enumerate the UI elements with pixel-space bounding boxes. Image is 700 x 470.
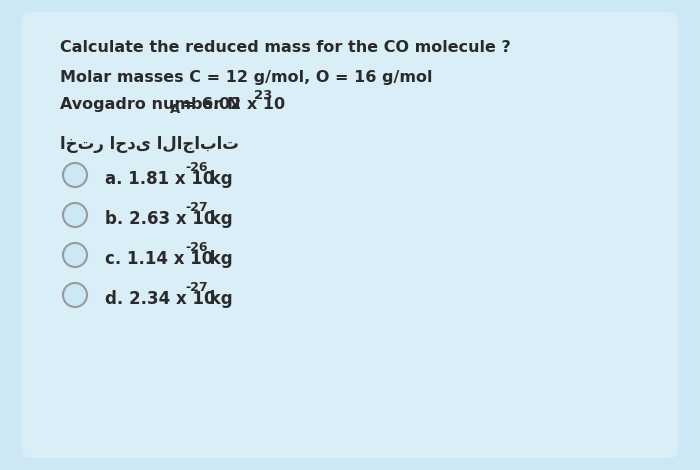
Text: A: A — [169, 103, 180, 116]
Circle shape — [63, 283, 87, 307]
Text: b. 2.63 x 10: b. 2.63 x 10 — [105, 210, 216, 228]
Text: -27: -27 — [186, 201, 208, 214]
Text: 23: 23 — [254, 89, 272, 102]
Text: -26: -26 — [186, 241, 208, 254]
Text: d. 2.34 x 10: d. 2.34 x 10 — [105, 290, 216, 308]
Circle shape — [63, 203, 87, 227]
Text: kg: kg — [204, 290, 232, 308]
Text: اختر احدى الاجابات: اختر احدى الاجابات — [60, 135, 239, 153]
Text: Calculate the reduced mass for the CO molecule ?: Calculate the reduced mass for the CO mo… — [60, 40, 511, 55]
Text: kg: kg — [204, 250, 232, 268]
Text: c. 1.14 x 10: c. 1.14 x 10 — [105, 250, 214, 268]
Text: Molar masses C = 12 g/mol, O = 16 g/mol: Molar masses C = 12 g/mol, O = 16 g/mol — [60, 70, 433, 85]
Text: -26: -26 — [186, 161, 208, 174]
FancyBboxPatch shape — [22, 12, 678, 458]
Circle shape — [63, 243, 87, 267]
Text: = 6.02 x 10: = 6.02 x 10 — [176, 97, 285, 112]
Text: Avogadro number N: Avogadro number N — [60, 97, 241, 112]
Text: kg: kg — [204, 170, 232, 188]
Text: a. 1.81 x 10: a. 1.81 x 10 — [105, 170, 214, 188]
Text: -27: -27 — [186, 281, 208, 294]
Text: kg: kg — [204, 210, 232, 228]
Circle shape — [63, 163, 87, 187]
